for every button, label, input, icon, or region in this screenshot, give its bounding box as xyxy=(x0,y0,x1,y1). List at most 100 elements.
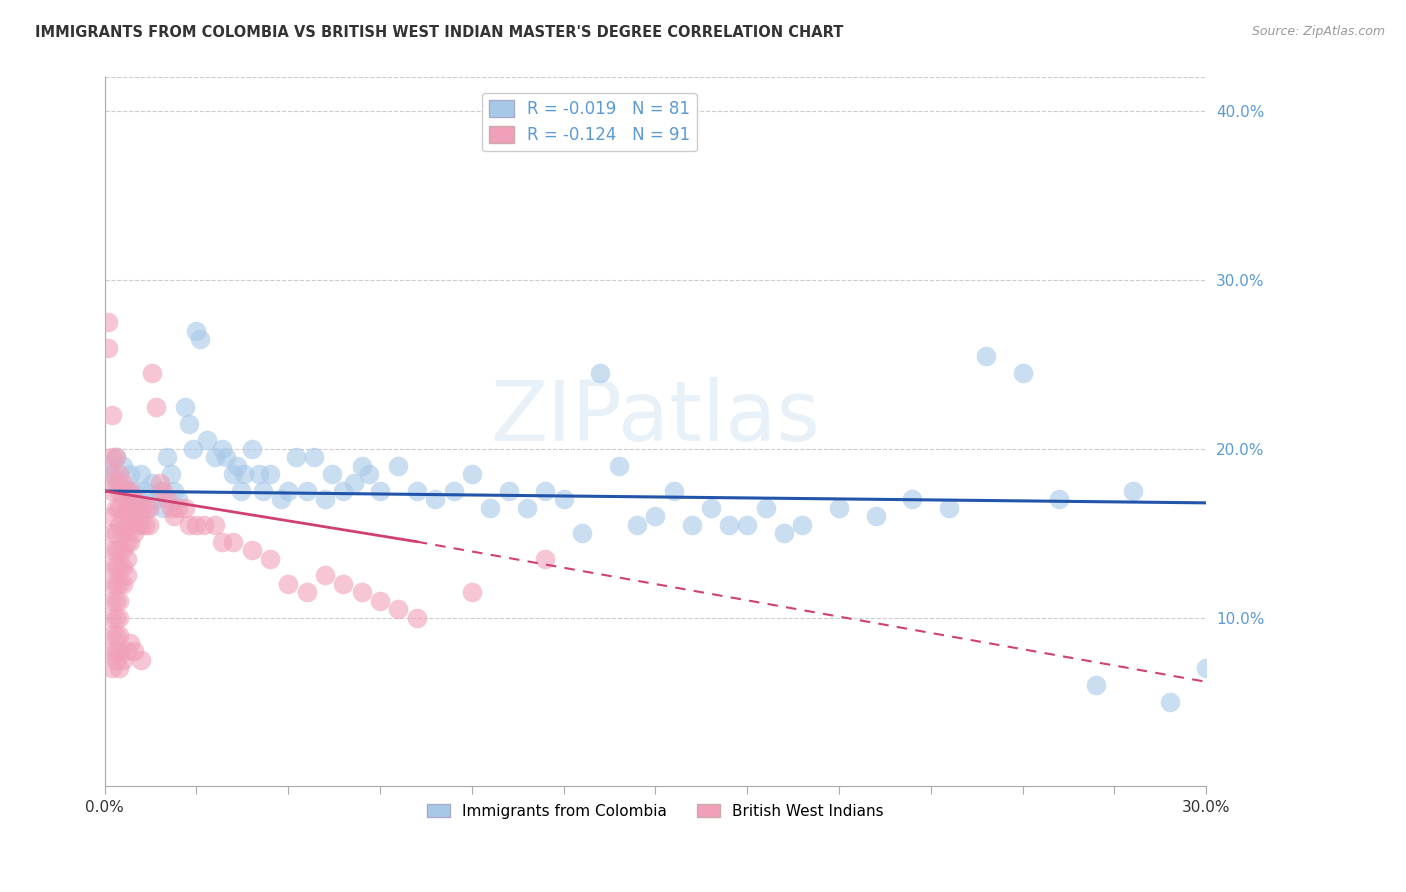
Point xyxy=(186,324,208,338)
Point xyxy=(134,517,156,532)
Point xyxy=(115,568,138,582)
Point xyxy=(120,534,142,549)
Point xyxy=(149,483,172,498)
Point xyxy=(343,475,366,490)
Point xyxy=(1011,366,1033,380)
Point xyxy=(240,442,263,456)
Point xyxy=(461,467,484,482)
Point xyxy=(179,517,201,532)
Point xyxy=(108,627,131,641)
Point xyxy=(101,560,124,574)
Point xyxy=(332,577,354,591)
Point xyxy=(350,458,373,473)
Point xyxy=(101,577,124,591)
Point xyxy=(222,534,245,549)
Point xyxy=(252,483,274,498)
Point xyxy=(1047,492,1070,507)
Point xyxy=(112,475,135,490)
Point xyxy=(104,610,127,624)
Point xyxy=(938,500,960,515)
Point xyxy=(229,483,252,498)
Point xyxy=(141,366,163,380)
Point xyxy=(211,534,233,549)
Point xyxy=(423,492,446,507)
Text: ZIPatlas: ZIPatlas xyxy=(491,377,820,458)
Point xyxy=(314,568,336,582)
Point xyxy=(112,653,135,667)
Point xyxy=(131,517,153,532)
Point xyxy=(717,517,740,532)
Point xyxy=(163,509,186,524)
Point xyxy=(101,450,124,465)
Point xyxy=(167,492,190,507)
Point xyxy=(387,458,409,473)
Point xyxy=(127,500,149,515)
Point xyxy=(104,526,127,541)
Point xyxy=(122,644,145,658)
Legend: Immigrants from Colombia, British West Indians: Immigrants from Colombia, British West I… xyxy=(420,797,890,825)
Point xyxy=(179,417,201,431)
Point xyxy=(405,610,427,624)
Point xyxy=(115,483,138,498)
Point xyxy=(152,500,174,515)
Point xyxy=(259,551,281,566)
Point xyxy=(115,644,138,658)
Point xyxy=(122,509,145,524)
Point xyxy=(97,341,120,355)
Point xyxy=(461,585,484,599)
Point xyxy=(122,492,145,507)
Point xyxy=(553,492,575,507)
Point xyxy=(174,500,197,515)
Point xyxy=(112,560,135,574)
Point xyxy=(108,517,131,532)
Point xyxy=(138,500,160,515)
Point xyxy=(193,517,215,532)
Point xyxy=(197,434,219,448)
Point xyxy=(108,467,131,482)
Point xyxy=(108,610,131,624)
Point xyxy=(120,467,142,482)
Point xyxy=(122,526,145,541)
Point xyxy=(104,450,127,465)
Point xyxy=(108,500,131,515)
Point xyxy=(101,661,124,675)
Point xyxy=(211,442,233,456)
Point xyxy=(120,483,142,498)
Point xyxy=(1159,695,1181,709)
Point xyxy=(104,577,127,591)
Point xyxy=(215,450,238,465)
Point xyxy=(101,543,124,558)
Point xyxy=(101,467,124,482)
Point xyxy=(104,653,127,667)
Point xyxy=(159,500,181,515)
Point xyxy=(156,492,179,507)
Point xyxy=(479,500,502,515)
Point xyxy=(131,653,153,667)
Point xyxy=(120,517,142,532)
Point xyxy=(387,602,409,616)
Point xyxy=(321,467,343,482)
Point xyxy=(181,442,204,456)
Point xyxy=(295,483,318,498)
Point xyxy=(101,509,124,524)
Point xyxy=(735,517,758,532)
Point xyxy=(104,500,127,515)
Point xyxy=(270,492,292,507)
Point xyxy=(101,483,124,498)
Point xyxy=(284,450,307,465)
Point xyxy=(607,458,630,473)
Point xyxy=(350,585,373,599)
Point xyxy=(1085,678,1108,692)
Point xyxy=(174,400,197,414)
Point xyxy=(115,551,138,566)
Point xyxy=(108,644,131,658)
Point xyxy=(186,517,208,532)
Point xyxy=(589,366,612,380)
Point xyxy=(101,594,124,608)
Point xyxy=(498,483,520,498)
Point xyxy=(368,483,391,498)
Point xyxy=(865,509,887,524)
Point xyxy=(828,500,851,515)
Point xyxy=(104,450,127,465)
Point xyxy=(167,500,190,515)
